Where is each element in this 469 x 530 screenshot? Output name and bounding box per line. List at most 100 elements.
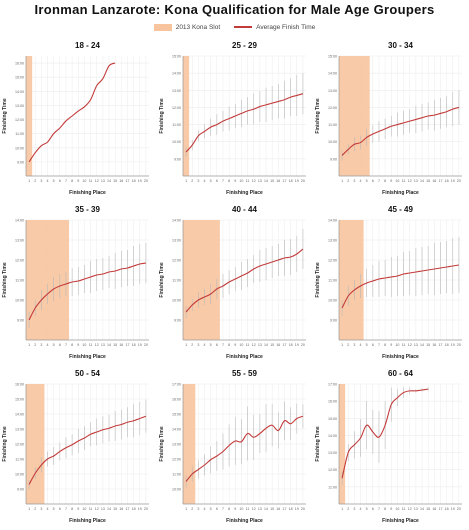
chart-5-xtick-label: 15 (270, 343, 274, 347)
chart-5-xtick-label: 17 (282, 343, 286, 347)
chart-1-title: 18 - 24 (75, 41, 100, 50)
chart-5-ytick-label: 13:00 (172, 239, 181, 243)
chart-2-xtick-label: 11 (246, 179, 250, 183)
chart-7-kona-slot-band (26, 384, 45, 504)
legend: 2013 Kona Slot Average Finish Time (0, 20, 469, 34)
chart-6-xtick-label: 13 (414, 343, 418, 347)
chart-1: 18 - 24 9:00 10:00 11:00 12:00 13:00 14:00 15:0… (2, 41, 149, 196)
chart-3-xtick-label: 12 (408, 179, 412, 183)
chart-5-xtick-label: 8 (228, 343, 230, 347)
chart-1-xtick-label: 3 (40, 179, 42, 183)
chart-2-xtick-label: 20 (301, 179, 305, 183)
chart-9-xtick-label: 13 (414, 507, 418, 511)
chart-8-xtick-label: 16 (276, 507, 280, 511)
chart-5-xtick-label: 7 (222, 343, 224, 347)
chart-6-xtick-label: 11 (402, 343, 406, 347)
chart-9: 60 - 64 11:00 12:00 13:00 14:00 15:00 16:00 17:… (315, 369, 462, 524)
chart-8-xtick-label: 7 (222, 507, 224, 511)
chart-7-xtick-label: 15 (113, 507, 117, 511)
chart-1-xtick-label: 6 (59, 179, 61, 183)
chart-2-xtick-label: 18 (289, 179, 293, 183)
chart-1-xtick-label: 11 (89, 179, 93, 183)
chart-7-xtick-label: 10 (82, 507, 86, 511)
chart-5-average-line (185, 248, 304, 313)
chart-6-xtick-label: 2 (347, 343, 349, 347)
chart-7-ytick-label: 10:00 (15, 473, 24, 477)
chart-6-xtick-label: 5 (366, 343, 368, 347)
chart-8-ytick-label: 12:00 (172, 458, 181, 462)
chart-1-ytick-label: 9:00 (17, 160, 24, 164)
chart-3-xtick-label: 19 (451, 179, 455, 183)
chart-9-ytick-label: 13:00 (328, 451, 337, 455)
chart-5-xtick-label: 9 (234, 343, 236, 347)
chart-3: 30 - 34 9:00 10:00 11:00 12:00 13:00 14:00 15:0… (315, 41, 462, 196)
legend-slot-swatch (153, 23, 172, 31)
chart-6-xtick-label: 20 (457, 343, 461, 347)
chart-9-ytick-label: 16:00 (328, 400, 337, 404)
chart-2-x-axis-label: Finishing Place (226, 190, 263, 196)
chart-3-ytick-label: 14:00 (328, 72, 337, 76)
chart-5-title: 40 - 44 (232, 205, 257, 214)
chart-5-xtick-label: 2 (191, 343, 193, 347)
chart-7-title: 50 - 54 (75, 369, 100, 378)
chart-9-ytick-label: 11:00 (328, 485, 337, 489)
chart-2-xtick-label: 12 (252, 179, 256, 183)
chart-3-kona-slot-band (339, 56, 370, 176)
legend-item-slot: 2013 Kona Slot (153, 23, 221, 31)
chart-1-ytick-label: 13:00 (15, 104, 24, 108)
chart-3-xtick-label: 16 (432, 179, 436, 183)
chart-8-xtick-label: 1 (185, 507, 187, 511)
chart-3-xtick-label: 7 (378, 179, 380, 183)
chart-2-xtick-label: 1 (185, 179, 187, 183)
chart-4-x-axis-label: Finishing Place (69, 354, 106, 360)
chart-8: 55 - 59 10:00 11:00 12:00 13:00 14:00 15:00 16:… (159, 369, 306, 524)
chart-1-xtick-label: 20 (144, 179, 148, 183)
chart-8-ytick-label: 10:00 (172, 488, 181, 492)
chart-6-x-axis-label: Finishing Place (382, 354, 419, 360)
chart-2-xtick-label: 13 (258, 179, 262, 183)
chart-7-xtick-label: 3 (40, 507, 42, 511)
chart-1-xtick-label: 13 (101, 179, 105, 183)
chart-5-xtick-label: 12 (252, 343, 256, 347)
chart-3-average-line (341, 106, 460, 156)
chart-2-xtick-label: 10 (239, 179, 243, 183)
legend-slot-label: 2013 Kona Slot (175, 23, 221, 31)
chart-4-xtick-label: 9 (77, 343, 79, 347)
chart-3-y-axis-label: Finishing Time (315, 98, 321, 133)
chart-9-ytick-label: 14:00 (328, 434, 337, 438)
chart-4-xtick-label: 1 (28, 343, 30, 347)
chart-8-xtick-label: 15 (270, 507, 274, 511)
chart-7-ytick-label: 16:00 (15, 383, 24, 387)
chart-3-xtick-label: 14 (420, 179, 424, 183)
chart-7-x-axis-label: Finishing Place (69, 518, 106, 524)
chart-7-xtick-label: 4 (47, 507, 49, 511)
chart-5-xtick-label: 10 (239, 343, 243, 347)
chart-4-ytick-label: 11:00 (15, 279, 24, 283)
chart-5-ytick-label: 9:00 (174, 319, 181, 323)
chart-9-xtick-label: 20 (457, 507, 461, 511)
chart-2-xtick-label: 3 (197, 179, 199, 183)
chart-3-ytick-label: 13:00 (328, 89, 337, 93)
chart-6-xtick-label: 17 (438, 343, 442, 347)
chart-5-xtick-label: 13 (258, 343, 262, 347)
chart-1-xtick-label: 1 (28, 179, 30, 183)
chart-5-xtick-label: 19 (295, 343, 299, 347)
chart-9-xtick-label: 5 (366, 507, 368, 511)
chart-9-average-line (341, 388, 429, 479)
chart-7-xtick-label: 18 (132, 507, 136, 511)
chart-5-ytick-label: 14:00 (172, 219, 181, 223)
chart-7-xtick-label: 7 (65, 507, 67, 511)
chart-1-ytick-label: 10:00 (15, 146, 24, 150)
chart-3-xtick-label: 6 (372, 179, 374, 183)
chart-5-xtick-label: 6 (216, 343, 218, 347)
chart-1-xtick-label: 12 (95, 179, 99, 183)
chart-8-xtick-label: 14 (264, 507, 268, 511)
chart-9-kona-slot-band (339, 384, 346, 504)
chart-2-kona-slot-band (183, 56, 190, 176)
chart-1-ytick-label: 15:00 (15, 76, 24, 80)
chart-6-ytick-label: 11:00 (328, 279, 337, 283)
chart-6-xtick-label: 6 (372, 343, 374, 347)
chart-7-ytick-label: 12:00 (15, 443, 24, 447)
chart-8-title: 55 - 59 (232, 369, 257, 378)
chart-8-xtick-label: 3 (197, 507, 199, 511)
